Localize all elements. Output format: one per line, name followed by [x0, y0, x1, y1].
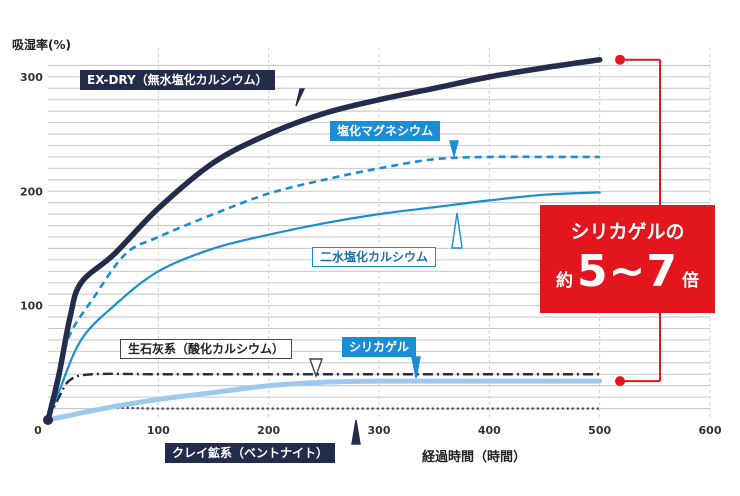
series-line-1 — [46, 155, 600, 421]
x-tick-label: 500 — [588, 424, 611, 437]
x-tick-label: 300 — [368, 424, 391, 437]
series-line-5 — [47, 406, 600, 422]
x-tick-labels: 0 100 200 300 400 500 600 — [34, 424, 722, 437]
x-tick-label: 400 — [478, 424, 501, 437]
y-tick-label: 300 — [20, 71, 43, 84]
origin-point — [43, 415, 53, 425]
bracket-dot-top — [615, 54, 625, 65]
label-leader — [351, 419, 361, 445]
series-label-quicklime: 生石灰系（酸化カルシウム） — [120, 339, 293, 359]
y-tick-labels: 100 200 300 — [20, 71, 43, 313]
series-label-magnesium-chloride: 塩化マグネシウム — [330, 121, 441, 141]
callout-line1: シリカゲルの — [570, 221, 685, 243]
callout-value: 5~7 — [576, 246, 679, 297]
ratio-callout: シリカゲルの 約 5~7 倍 — [540, 205, 715, 313]
y-tick-label: 200 — [20, 185, 43, 198]
label-leader — [411, 356, 421, 379]
label-leader — [295, 88, 306, 107]
callout-prefix: 約 — [555, 271, 573, 291]
x-tick-label: 600 — [699, 424, 722, 437]
label-leader — [451, 212, 463, 249]
series-label-silica-gel: シリカゲル — [342, 337, 417, 357]
bracket-dot-bottom — [615, 376, 625, 387]
series-label-calcium-chloride-dihydrate: 二水塩化カルシウム — [312, 247, 437, 267]
series-lines — [43, 56, 603, 425]
series-label-ex-dry: EX-DRY（無水塩化カルシウム） — [80, 70, 275, 90]
y-tick-label: 100 — [20, 300, 43, 313]
label-leaders — [295, 88, 463, 445]
x-axis-label: 経過時間（時間） — [422, 450, 527, 465]
y-axis-label: 吸湿率(%) — [12, 38, 71, 52]
series-line-2 — [46, 191, 601, 422]
label-leader — [309, 358, 323, 379]
x-tick-label: 0 — [34, 424, 42, 437]
x-tick-label: 200 — [257, 424, 280, 437]
series-line-4 — [45, 378, 603, 423]
x-tick-label: 100 — [147, 424, 170, 437]
series-label-clay: クレイ鉱系（ベントナイト） — [165, 443, 336, 463]
callout-suffix: 倍 — [682, 271, 700, 291]
label-leader — [449, 140, 459, 159]
series-line-0 — [45, 56, 603, 423]
